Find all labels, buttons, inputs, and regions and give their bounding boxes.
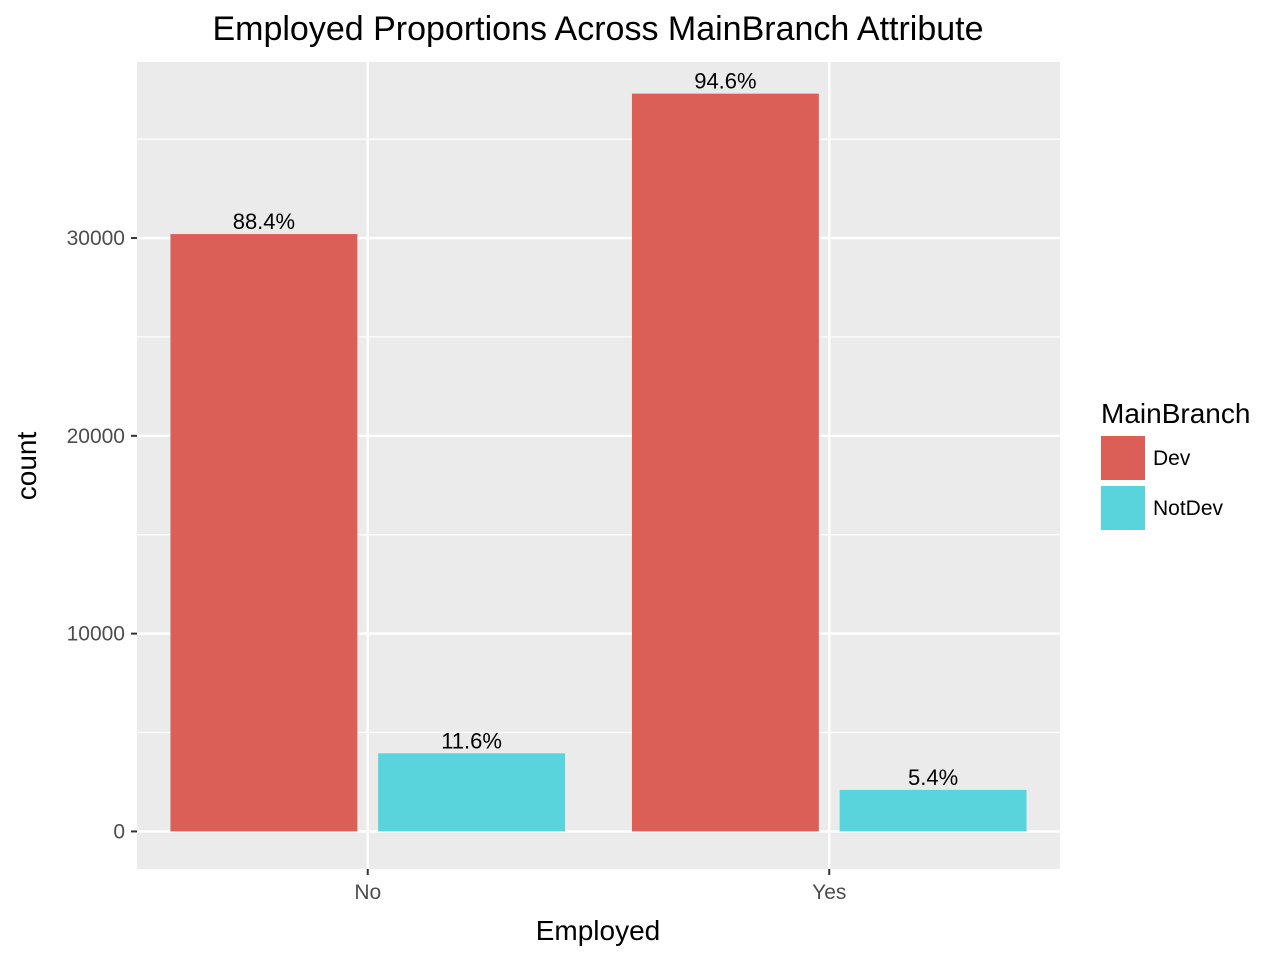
- legend-key-notdev: [1101, 486, 1145, 530]
- bar-label: 88.4%: [233, 209, 295, 234]
- legend-title: MainBranch: [1101, 398, 1250, 429]
- bar-dev-yes: [631, 93, 819, 832]
- bar-label: 11.6%: [441, 728, 502, 753]
- legend-label-notdev: NotDev: [1153, 497, 1224, 520]
- x-tick-label: No: [354, 881, 381, 904]
- y-axis: 0 10000 20000 30000: [67, 227, 137, 843]
- x-axis: No Yes: [354, 869, 846, 904]
- legend-key-dev: [1101, 436, 1145, 480]
- bar-notdev-no: [378, 753, 566, 832]
- bar-label: 5.4%: [908, 765, 958, 790]
- x-tick-label: Yes: [812, 881, 846, 904]
- bar-label: 94.6%: [694, 69, 756, 94]
- y-tick-label: 30000: [67, 227, 125, 250]
- bars: [170, 93, 1027, 832]
- y-tick-label: 10000: [67, 623, 125, 646]
- x-axis-title: Employed: [536, 915, 661, 946]
- y-axis-title: count: [11, 432, 42, 501]
- chart-title: Employed Proportions Across MainBranch A…: [212, 10, 983, 48]
- bar-labels: 88.4% 11.6% 94.6% 5.4%: [233, 69, 958, 790]
- y-tick-label: 20000: [67, 425, 125, 448]
- bar-notdev-yes: [839, 789, 1027, 832]
- bar-dev-no: [170, 234, 358, 832]
- legend: MainBranch Dev NotDev: [1101, 398, 1250, 530]
- legend-label-dev: Dev: [1153, 447, 1191, 470]
- y-tick-label: 0: [113, 820, 125, 843]
